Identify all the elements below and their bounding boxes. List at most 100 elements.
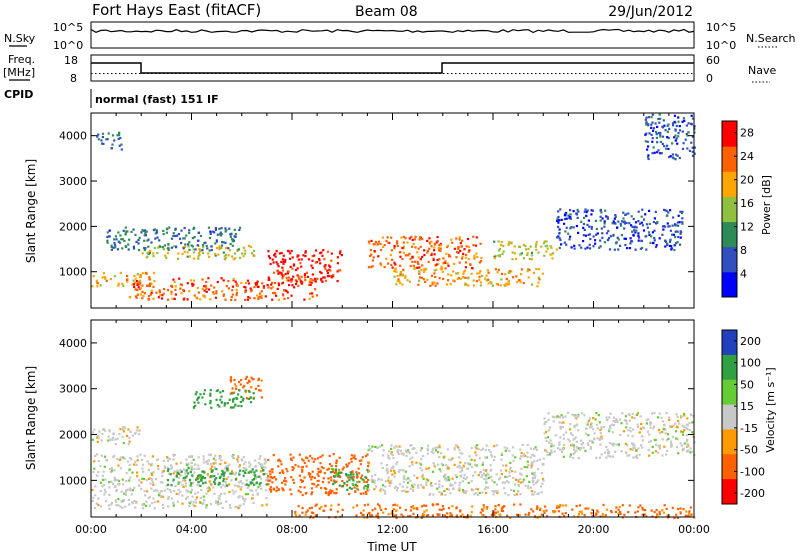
- heatmap-cell: [205, 506, 208, 509]
- heatmap-cell: [466, 476, 469, 479]
- heatmap-cell: [558, 219, 561, 222]
- freq-panel: [90, 54, 695, 82]
- heatmap-cell: [467, 277, 470, 280]
- nave-tick-high: 60: [706, 54, 720, 67]
- heatmap-cell: [385, 464, 389, 467]
- heatmap-cell: [237, 465, 241, 469]
- heatmap-cell: [669, 155, 672, 158]
- heatmap-cell: [227, 280, 230, 283]
- heatmap-cell: [600, 211, 603, 214]
- heatmap-cell: [590, 209, 593, 212]
- heatmap-cell: [587, 419, 590, 422]
- heatmap-cell: [323, 472, 326, 475]
- x-tick-label: 00:00: [75, 523, 107, 536]
- heatmap-cell: [414, 246, 417, 249]
- heatmap-cell: [632, 456, 635, 459]
- y-tick-label: 1000: [59, 266, 87, 279]
- heatmap-cell: [280, 463, 283, 466]
- heatmap-cell: [201, 251, 204, 254]
- heatmap-cell: [135, 296, 138, 299]
- heatmap-cell: [620, 422, 623, 425]
- heatmap-cell: [179, 469, 182, 472]
- heatmap-cell: [435, 503, 438, 506]
- heatmap-cell: [493, 481, 496, 484]
- heatmap-cell: [144, 229, 147, 232]
- heatmap-cell: [244, 461, 247, 464]
- heatmap-cell: [240, 458, 243, 461]
- heatmap-cell: [332, 474, 335, 478]
- heatmap-cell: [498, 478, 501, 481]
- heatmap-cell: [209, 394, 212, 397]
- colorbar-tick-label: 15: [740, 400, 754, 413]
- heatmap-cell: [180, 283, 183, 287]
- heatmap-cell: [425, 483, 428, 486]
- heatmap-cell: [423, 270, 426, 273]
- heatmap-cell: [367, 462, 370, 465]
- heatmap-cell: [167, 497, 170, 500]
- heatmap-cell: [167, 248, 170, 251]
- heatmap-cell: [369, 249, 372, 252]
- heatmap-cell: [320, 279, 323, 282]
- heatmap-cell: [180, 474, 183, 477]
- heatmap-cell: [457, 247, 460, 250]
- heatmap-cell: [646, 156, 650, 159]
- heatmap-cell: [289, 453, 292, 456]
- heatmap-cell: [446, 465, 449, 468]
- heatmap-cell: [433, 281, 436, 284]
- heatmap-cell: [158, 291, 161, 294]
- heatmap-cell: [385, 469, 388, 472]
- heatmap-cell: [170, 290, 173, 293]
- heatmap-cell: [393, 261, 396, 264]
- heatmap-cell: [190, 484, 193, 487]
- heatmap-cell: [570, 226, 573, 229]
- heatmap-cell: [266, 475, 270, 478]
- heatmap-cell: [148, 495, 151, 499]
- heatmap-cell: [377, 255, 380, 258]
- heatmap-cell: [596, 232, 599, 235]
- heatmap-cell: [267, 276, 270, 279]
- heatmap-cell: [126, 488, 129, 491]
- heatmap-cell: [476, 488, 479, 491]
- heatmap-cell: [683, 425, 686, 428]
- heatmap-cell: [375, 485, 378, 488]
- colorbar-frame: [721, 329, 738, 505]
- heatmap-cell: [285, 480, 288, 483]
- heatmap-cell: [416, 507, 419, 510]
- heatmap-cell: [479, 281, 483, 284]
- heatmap-cell: [113, 275, 116, 278]
- heatmap-cell: [335, 491, 338, 494]
- heatmap-cell: [564, 212, 567, 216]
- nsky-tick-high: 10^5: [53, 21, 83, 34]
- heatmap-cell: [537, 492, 540, 495]
- heatmap-cell: [210, 248, 213, 252]
- heatmap-cell: [428, 247, 431, 250]
- heatmap-cell: [652, 220, 655, 224]
- heatmap-cell: [427, 513, 430, 517]
- heatmap-cell: [378, 504, 381, 507]
- heatmap-cell: [445, 479, 448, 482]
- heatmap-cell: [136, 475, 139, 478]
- heatmap-cell: [546, 436, 549, 439]
- heatmap-cell: [119, 467, 122, 470]
- heatmap-cell: [186, 464, 189, 467]
- heatmap-cell: [564, 512, 567, 515]
- heatmap-cell: [665, 453, 668, 456]
- heatmap-cell: [271, 281, 274, 284]
- x-tick-label: 00:00: [678, 523, 710, 536]
- heatmap-cell: [219, 486, 223, 489]
- heatmap-cell: [655, 136, 658, 139]
- heatmap-cell: [448, 253, 451, 256]
- heatmap-cell: [619, 433, 622, 436]
- heatmap-cell: [193, 471, 196, 474]
- heatmap-cell: [597, 414, 600, 417]
- heatmap-cell: [657, 149, 660, 152]
- heatmap-cell: [603, 222, 606, 225]
- heatmap-cell: [174, 234, 177, 238]
- heatmap-cell: [424, 280, 427, 283]
- heatmap-cell: [540, 491, 543, 494]
- heatmap-cell: [456, 465, 459, 469]
- heatmap-cell: [277, 465, 280, 468]
- heatmap-cell: [256, 284, 259, 287]
- heatmap-cell: [284, 477, 287, 480]
- heatmap-cell: [310, 264, 313, 267]
